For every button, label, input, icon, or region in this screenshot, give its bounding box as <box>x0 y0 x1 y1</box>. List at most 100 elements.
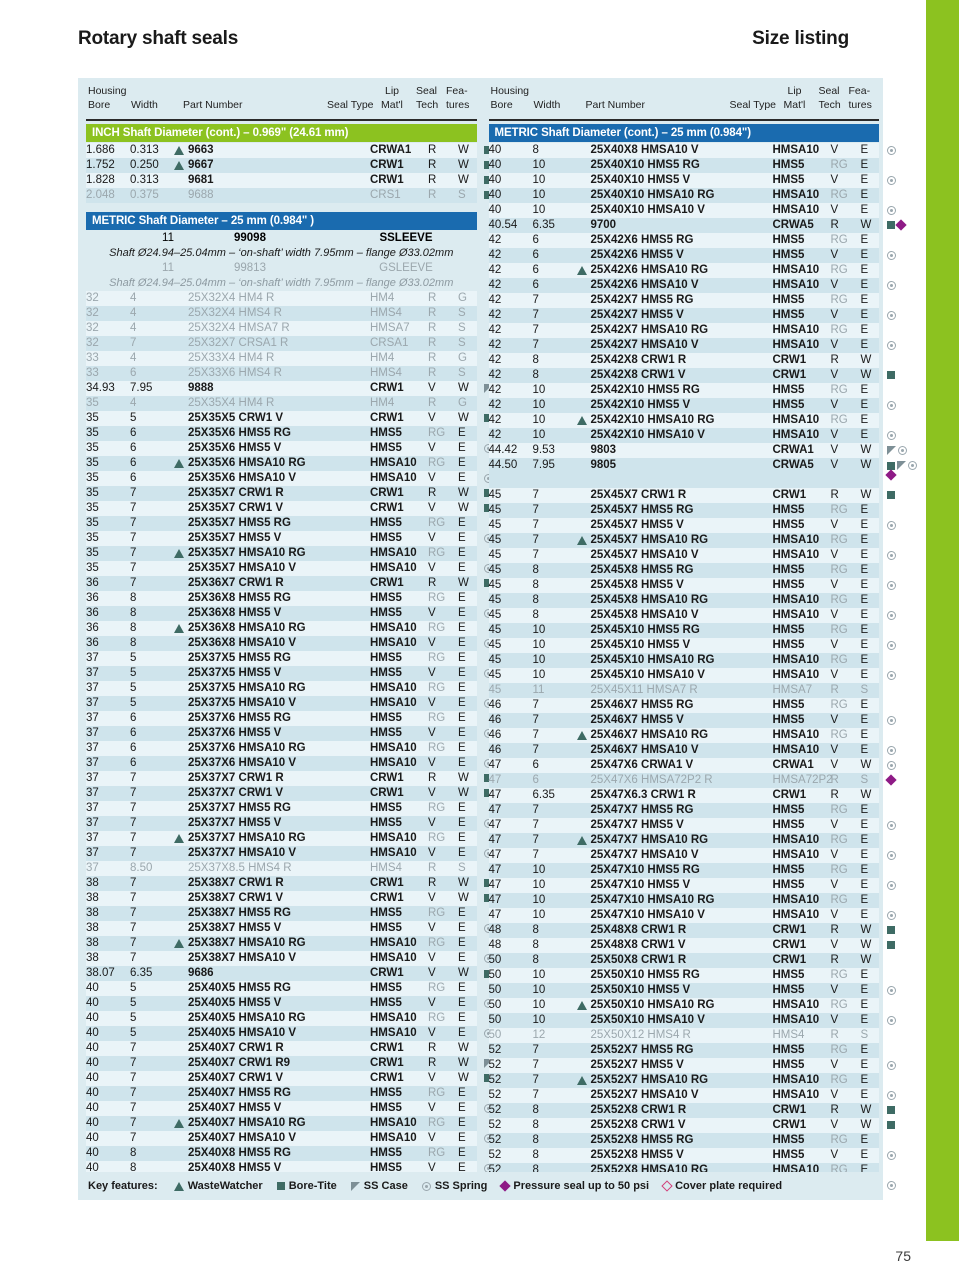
table-row[interactable]: 45 8 25X45X8 HMSA10 RG HMSA10 RG E <box>488 593 879 608</box>
table-row[interactable]: 42 8 25X42X8 CRW1 V CRW1 V W <box>488 368 895 383</box>
table-row[interactable]: 52 7 25X52X7 HMSA10 V HMSA10 V E <box>488 1088 896 1103</box>
table-row[interactable]: 35 6 25X35X6 HMSA10 RG HMSA10 RG E <box>86 456 477 471</box>
table-row[interactable]: 38 7 25X38X7 HMS5 V HMS5 V E <box>86 921 493 936</box>
table-row[interactable]: 37 5 25X37X5 HMSA10 V HMSA10 V E <box>86 696 493 711</box>
table-row[interactable]: 35 7 25X35X7 CRW1 V CRW1 V W <box>86 501 492 516</box>
table-row[interactable]: 42 7 25X42X7 HMSA10 V HMSA10 V E <box>488 338 896 353</box>
table-row[interactable]: 37 7 25X37X7 CRW1 V CRW1 V W <box>86 786 492 801</box>
table-row[interactable]: 35 6 25X35X6 HMS5 V HMS5 V E <box>86 441 493 456</box>
table-row[interactable]: 47 7 25X47X7 HMS5 V HMS5 V E <box>488 818 896 833</box>
sleeve-row[interactable]: 11 99098 SSLEEVE <box>86 231 477 246</box>
table-row[interactable]: 36 8 25X36X8 HMSA10 V HMSA10 V E <box>86 636 493 651</box>
table-row[interactable]: 44.42 9.53 9803 CRWA1 V W <box>488 443 907 458</box>
table-row[interactable]: 33 6 25X33X6 HMS4 R HMS4 R S <box>86 366 477 381</box>
table-row[interactable]: 37 7 25X37X7 CRW1 R CRW1 R W <box>86 771 492 786</box>
table-row[interactable]: 40 7 25X40X7 CRW1 R9 CRW1 R W <box>86 1056 504 1071</box>
table-row[interactable]: 38 7 25X38X7 HMS5 RG HMS5 RG E <box>86 906 477 921</box>
table-row[interactable]: 46 7 25X46X7 HMS5 V HMS5 V E <box>488 713 896 728</box>
table-row[interactable]: 1.686 0.313 9663 CRWA1 R W <box>86 143 492 158</box>
table-row[interactable]: 40 7 25X40X7 CRW1 V CRW1 V W <box>86 1071 492 1086</box>
table-row[interactable]: 40 10 25X40X10 HMS5 RG HMS5 RG E <box>488 158 879 173</box>
table-row[interactable]: 40 10 25X40X10 HMSA10 RG HMSA10 RG E <box>488 188 879 203</box>
table-row[interactable]: 35 7 25X35X7 HMS5 RG HMS5 RG E <box>86 516 477 531</box>
table-row[interactable]: 35 4 25X35X4 HM4 R HM4 R G <box>86 396 477 411</box>
table-row[interactable]: 46 7 25X46X7 HMSA10 RG HMSA10 RG E <box>488 728 879 743</box>
table-row[interactable]: 45 10 25X45X10 HMSA10 V HMSA10 V E <box>488 668 896 683</box>
table-row[interactable]: 37 7 25X37X7 HMSA10 V HMSA10 V E <box>86 846 493 861</box>
table-row[interactable]: 47 10 25X47X10 HMS5 RG HMS5 RG E <box>488 863 879 878</box>
table-row[interactable]: 40 5 25X40X5 HMSA10 V HMSA10 V E <box>86 1026 493 1041</box>
table-row[interactable]: 52 8 25X52X8 CRW1 R CRW1 R W <box>488 1103 895 1118</box>
table-row[interactable]: 42 8 25X42X8 CRW1 R CRW1 R W <box>488 353 879 368</box>
table-row[interactable]: 40 7 25X40X7 HMSA10 V HMSA10 V E <box>86 1131 493 1146</box>
table-row[interactable]: 35 7 25X35X7 CRW1 R CRW1 R W <box>86 486 492 501</box>
table-row[interactable]: 38.07 6.35 9686 CRW1 V W <box>86 966 514 981</box>
table-row[interactable]: 37 7 25X37X7 HMS5 RG HMS5 RG E <box>86 801 477 816</box>
table-row[interactable]: 45 7 25X45X7 HMSA10 RG HMSA10 RG E <box>488 533 879 548</box>
table-row[interactable]: 40 10 25X40X10 HMS5 V HMS5 V E <box>488 173 896 188</box>
table-row[interactable]: 37 5 25X37X5 HMS5 V HMS5 V E <box>86 666 493 681</box>
table-row[interactable]: 45 7 25X45X7 HMS5 RG HMS5 RG E <box>488 503 879 518</box>
table-row[interactable]: 2.048 0.375 9688 CRS1 R S <box>86 188 492 203</box>
table-row[interactable]: 50 10 25X50X10 HMSA10 V HMSA10 V E <box>488 1013 896 1028</box>
table-row[interactable]: 52 8 25X52X8 CRW1 V CRW1 V W <box>488 1118 895 1133</box>
table-row[interactable]: 47 6 25X47X6 CRWA1 V CRWA1 V W <box>488 758 896 773</box>
table-row[interactable]: 42 6 25X42X6 HMS5 V HMS5 V E <box>488 248 896 263</box>
table-row[interactable]: 47 6.35 25X47X6.3 CRW1 R CRW1 R W <box>488 788 879 803</box>
table-row[interactable]: 42 10 25X42X10 HMS5 V HMS5 V E <box>488 398 896 413</box>
table-row[interactable]: 40 10 25X40X10 HMSA10 V HMSA10 V E <box>488 203 896 218</box>
table-row[interactable]: 37 5 25X37X5 HMSA10 RG HMSA10 RG E <box>86 681 477 696</box>
table-row[interactable]: 40 7 25X40X7 HMS5 V HMS5 V E <box>86 1101 493 1116</box>
table-row[interactable]: 45 8 25X45X8 HMSA10 V HMSA10 V E <box>488 608 896 623</box>
table-row[interactable]: 50 12 25X50X12 HMS4 R HMS4 R S <box>488 1028 879 1043</box>
table-row[interactable]: 35 5 25X35X5 CRW1 V CRW1 V W <box>86 411 492 426</box>
table-row[interactable]: 42 7 25X42X7 HMSA10 RG HMSA10 RG E <box>488 323 879 338</box>
table-row[interactable]: 47 10 25X47X10 HMS5 V HMS5 V E <box>488 878 896 893</box>
table-row[interactable]: 47 7 25X47X7 HMSA10 V HMSA10 V E <box>488 848 896 863</box>
table-row[interactable]: 45 7 25X45X7 HMSA10 V HMSA10 V E <box>488 548 896 563</box>
table-row[interactable]: 33 4 25X33X4 HM4 R HM4 R G <box>86 351 477 366</box>
table-row[interactable]: 37 5 25X37X5 HMS5 RG HMS5 RG E <box>86 651 477 666</box>
table-row[interactable]: 35 7 25X35X7 HMS5 V HMS5 V E <box>86 531 493 546</box>
table-row[interactable]: 47 7 25X47X7 HMSA10 RG HMSA10 RG E <box>488 833 879 848</box>
table-row[interactable]: 40 8 25X40X8 HMS5 RG HMS5 RG E <box>86 1146 477 1161</box>
table-row[interactable]: 42 7 25X42X7 HMS5 RG HMS5 RG E <box>488 293 879 308</box>
table-row[interactable]: 38 7 25X38X7 CRW1 V CRW1 V W <box>86 891 492 906</box>
table-row[interactable]: 37 6 25X37X6 HMS5 RG HMS5 RG E <box>86 711 477 726</box>
table-row[interactable]: 40 8 25X40X8 HMSA10 V HMSA10 V E <box>488 143 896 158</box>
table-row[interactable]: 46 7 25X46X7 HMSA10 V HMSA10 V E <box>488 743 896 758</box>
table-row[interactable]: 35 7 25X35X7 HMSA10 RG HMSA10 RG E <box>86 546 477 561</box>
table-row[interactable]: 45 7 25X45X7 HMS5 V HMS5 V E <box>488 518 896 533</box>
table-row[interactable]: 52 8 25X52X8 HMS5 V HMS5 V E <box>488 1148 896 1163</box>
table-row[interactable]: 52 7 25X52X7 HMS5 RG HMS5 RG E <box>488 1043 879 1058</box>
table-row[interactable]: 50 10 25X50X10 HMS5 RG HMS5 RG E <box>488 968 879 983</box>
table-row[interactable]: 37 6 25X37X6 HMSA10 V HMSA10 V E <box>86 756 493 771</box>
table-row[interactable]: 47 7 25X47X7 HMS5 RG HMS5 RG E <box>488 803 879 818</box>
table-row[interactable]: 45 10 25X45X10 HMSA10 RG HMSA10 RG E <box>488 653 879 668</box>
table-row[interactable]: 40.54 6.35 9700 CRWA5 R W <box>488 218 907 233</box>
table-row[interactable]: 42 10 25X42X10 HMSA10 V HMSA10 V E <box>488 428 896 443</box>
table-row[interactable]: 45 11 25X45X11 HMSA7 R HMSA7 R S <box>488 683 879 698</box>
table-row[interactable]: 47 10 25X47X10 HMSA10 V HMSA10 V E <box>488 908 896 923</box>
table-row[interactable]: 34.93 7.95 9888 CRW1 V W <box>86 381 504 396</box>
table-row[interactable]: 40 7 25X40X7 CRW1 R CRW1 R W <box>86 1041 477 1056</box>
table-row[interactable]: 50 10 25X50X10 HMS5 V HMS5 V E <box>488 983 896 998</box>
table-row[interactable]: 38 7 25X38X7 HMSA10 V HMSA10 V E <box>86 951 493 966</box>
table-row[interactable]: 40 5 25X40X5 HMSA10 RG HMSA10 RG E <box>86 1011 477 1026</box>
table-row[interactable]: 42 6 25X42X6 HMS5 RG HMS5 RG E <box>488 233 879 248</box>
table-row[interactable]: 48 8 25X48X8 CRW1 R CRW1 R W <box>488 923 895 938</box>
table-row[interactable]: 35 6 25X35X6 HMSA10 V HMSA10 V E <box>86 471 493 486</box>
table-row[interactable]: 36 7 25X36X7 CRW1 R CRW1 R W <box>86 576 492 591</box>
table-row[interactable]: 38 7 25X38X7 CRW1 R CRW1 R W <box>86 876 492 891</box>
table-row[interactable]: 50 8 25X50X8 CRW1 R CRW1 R W <box>488 953 879 968</box>
table-row[interactable]: 32 4 25X32X4 HMSA7 R HMSA7 R S <box>86 321 477 336</box>
table-row[interactable]: 35 6 25X35X6 HMS5 RG HMS5 RG E <box>86 426 477 441</box>
table-row[interactable]: 42 10 25X42X10 HMSA10 RG HMSA10 RG E <box>488 413 879 428</box>
table-row[interactable]: 37 6 25X37X6 HMSA10 RG HMSA10 RG E <box>86 741 477 756</box>
table-row[interactable]: 32 4 25X32X4 HMS4 R HMS4 R S <box>86 306 477 321</box>
table-row[interactable]: 47 6 25X47X6 HMSA72P2 R HMSA72P2 R S <box>488 773 897 788</box>
table-row[interactable]: 44.50 7.95 9805 CRWA5 V W <box>488 458 917 488</box>
table-row[interactable]: 46 7 25X46X7 HMS5 RG HMS5 RG E <box>488 698 879 713</box>
table-row[interactable]: 1.752 0.250 9667 CRW1 R W <box>86 158 492 173</box>
table-row[interactable]: 42 10 25X42X10 HMS5 RG HMS5 RG E <box>488 383 879 398</box>
